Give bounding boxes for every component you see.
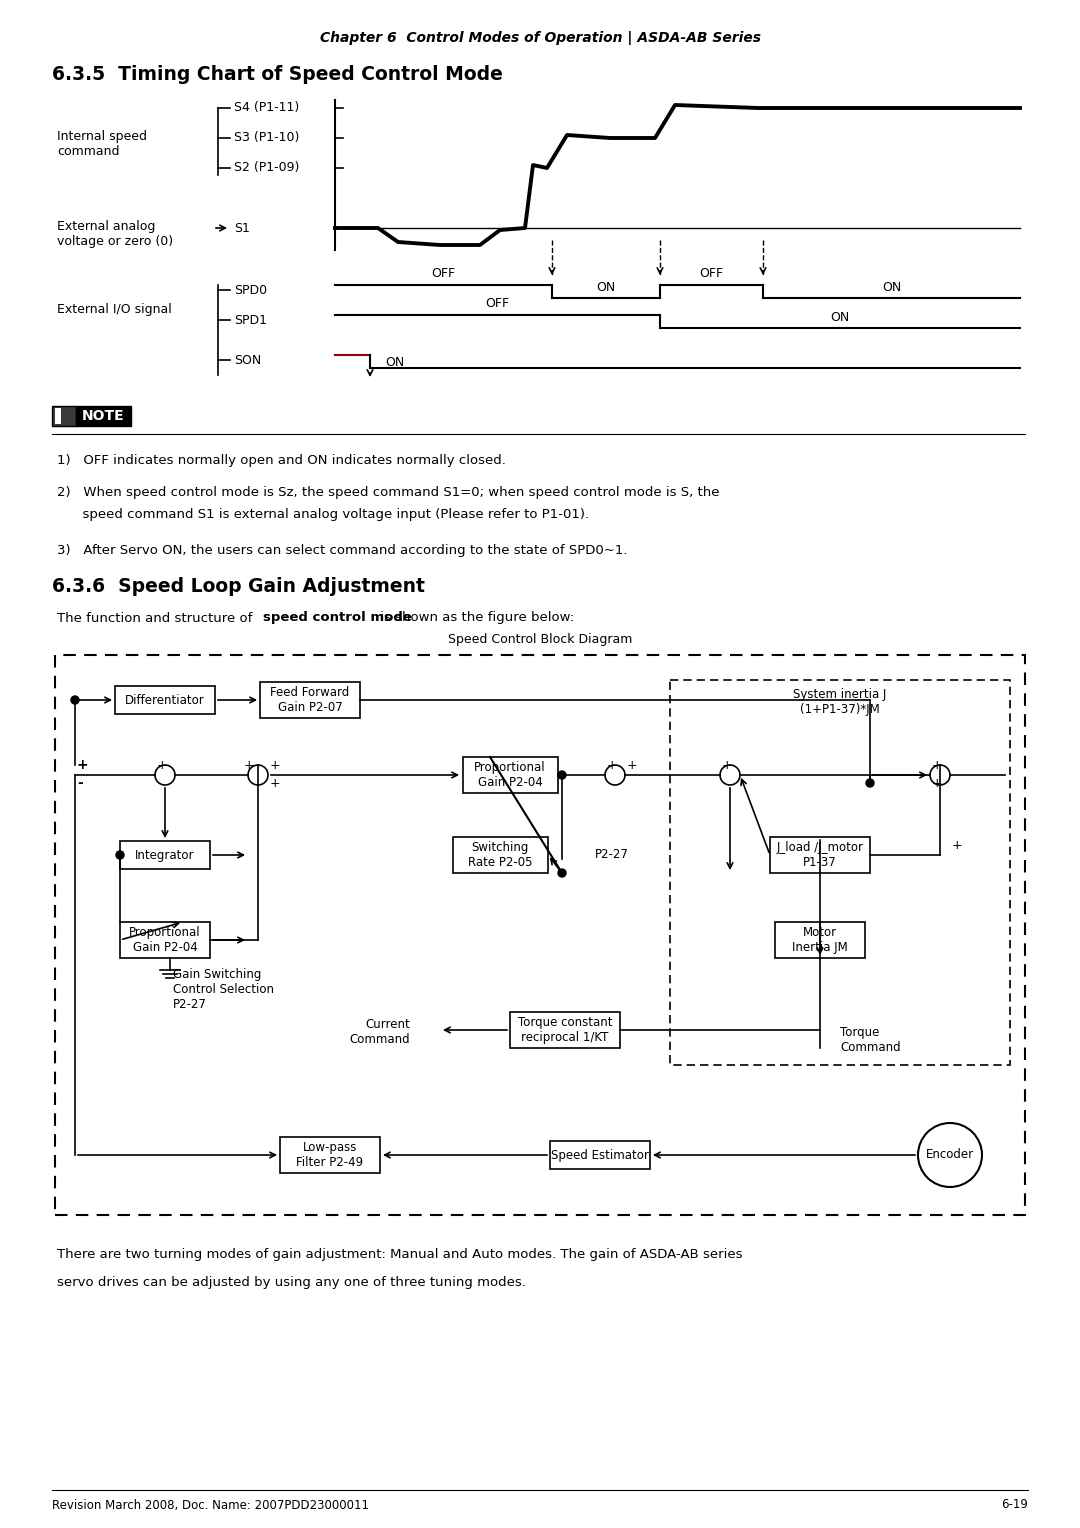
FancyBboxPatch shape (76, 406, 131, 426)
FancyBboxPatch shape (510, 1012, 620, 1048)
Text: Motor
Inertia JM: Motor Inertia JM (792, 926, 848, 953)
Text: Speed Control Block Diagram: Speed Control Block Diagram (448, 634, 632, 646)
Text: ON: ON (882, 281, 901, 293)
Text: ON: ON (831, 312, 850, 324)
Circle shape (558, 772, 566, 779)
Text: Proportional
Gain P2-04: Proportional Gain P2-04 (474, 761, 545, 788)
Text: S3 (P1-10): S3 (P1-10) (234, 131, 299, 145)
Circle shape (866, 779, 874, 787)
Text: +: + (932, 778, 943, 790)
Text: 6.3.6  Speed Loop Gain Adjustment: 6.3.6 Speed Loop Gain Adjustment (52, 578, 424, 596)
Text: ON: ON (384, 356, 404, 368)
FancyBboxPatch shape (260, 681, 360, 718)
Text: Chapter 6  Control Modes of Operation | ASDA-AB Series: Chapter 6 Control Modes of Operation | A… (320, 31, 760, 44)
Text: OFF: OFF (431, 267, 456, 280)
FancyBboxPatch shape (55, 408, 60, 423)
Text: 6.3.5  Timing Chart of Speed Control Mode: 6.3.5 Timing Chart of Speed Control Mode (52, 66, 503, 84)
Text: SON: SON (234, 353, 261, 367)
Text: 3)   After Servo ON, the users can select command according to the state of SPD0: 3) After Servo ON, the users can select … (57, 544, 627, 558)
FancyBboxPatch shape (775, 921, 865, 958)
Text: is shown as the figure below:: is shown as the figure below: (376, 611, 575, 625)
Text: External analog
voltage or zero (0): External analog voltage or zero (0) (57, 220, 173, 248)
Text: 6-19: 6-19 (1001, 1499, 1028, 1511)
Text: +: + (77, 758, 89, 772)
Text: SPD1: SPD1 (234, 313, 267, 327)
Text: The function and structure of: The function and structure of (57, 611, 257, 625)
Text: +: + (270, 759, 281, 772)
Text: S1: S1 (234, 222, 249, 234)
Text: Integrator: Integrator (135, 848, 194, 862)
Text: Encoder: Encoder (926, 1149, 974, 1161)
Text: +: + (607, 759, 618, 772)
Text: speed command S1 is external analog voltage input (Please refer to P1-01).: speed command S1 is external analog volt… (57, 507, 589, 521)
Text: Gain Switching
Control Selection
P2-27: Gain Switching Control Selection P2-27 (173, 969, 274, 1012)
FancyBboxPatch shape (114, 686, 215, 714)
Text: Speed Estimator: Speed Estimator (551, 1149, 649, 1161)
Text: Low-pass
Filter P2-49: Low-pass Filter P2-49 (296, 1141, 364, 1169)
Text: +: + (270, 778, 281, 790)
Text: External I/O signal: External I/O signal (57, 304, 172, 316)
Text: +: + (627, 759, 637, 772)
Text: Revision March 2008, Doc. Name: 2007PDD23000011: Revision March 2008, Doc. Name: 2007PDD2… (52, 1499, 369, 1511)
Text: 1)   OFF indicates normally open and ON indicates normally closed.: 1) OFF indicates normally open and ON in… (57, 454, 505, 468)
Text: 2)   When speed control mode is Sz, the speed command S1=0; when speed control m: 2) When speed control mode is Sz, the sp… (57, 486, 719, 500)
Text: J_load /J_motor
P1-37: J_load /J_motor P1-37 (777, 840, 864, 869)
Circle shape (71, 695, 79, 704)
Text: +: + (157, 759, 167, 772)
FancyBboxPatch shape (120, 840, 210, 869)
Text: speed control mode: speed control mode (264, 611, 411, 625)
Text: S4 (P1-11): S4 (P1-11) (234, 101, 299, 115)
Text: Current
Command: Current Command (349, 1018, 410, 1047)
FancyBboxPatch shape (280, 1137, 380, 1174)
Text: Proportional
Gain P2-04: Proportional Gain P2-04 (130, 926, 201, 953)
Text: +: + (951, 839, 962, 853)
Text: OFF: OFF (700, 267, 724, 280)
Text: Switching
Rate P2-05: Switching Rate P2-05 (468, 840, 532, 869)
Text: servo drives can be adjusted by using any one of three tuning modes.: servo drives can be adjusted by using an… (57, 1276, 526, 1290)
Text: +: + (723, 759, 732, 772)
Text: Internal speed
command: Internal speed command (57, 130, 147, 157)
FancyBboxPatch shape (462, 756, 557, 793)
Text: SPD0: SPD0 (234, 284, 267, 296)
FancyBboxPatch shape (550, 1141, 650, 1169)
Text: +: + (244, 759, 255, 772)
Text: ON: ON (596, 281, 616, 293)
Text: OFF: OFF (485, 296, 510, 310)
Text: Feed Forward
Gain P2-07: Feed Forward Gain P2-07 (270, 686, 350, 714)
Text: NOTE: NOTE (82, 410, 124, 423)
Text: +: + (932, 759, 943, 772)
Text: -: - (77, 776, 83, 790)
Text: S2 (P1-09): S2 (P1-09) (234, 162, 299, 174)
FancyBboxPatch shape (453, 837, 548, 872)
Text: P2-27: P2-27 (595, 848, 629, 862)
FancyBboxPatch shape (52, 406, 76, 426)
FancyBboxPatch shape (770, 837, 870, 872)
Text: Torque constant
reciprocal 1/KT: Torque constant reciprocal 1/KT (517, 1016, 612, 1044)
Text: There are two turning modes of gain adjustment: Manual and Auto modes. The gain : There are two turning modes of gain adju… (57, 1248, 743, 1261)
Text: Differentiator: Differentiator (125, 694, 205, 706)
Text: Torque
Command: Torque Command (840, 1025, 901, 1054)
FancyBboxPatch shape (120, 921, 210, 958)
Circle shape (116, 851, 124, 859)
Text: System inertia J
(1+P1-37)*JM: System inertia J (1+P1-37)*JM (794, 688, 887, 717)
Circle shape (558, 869, 566, 877)
